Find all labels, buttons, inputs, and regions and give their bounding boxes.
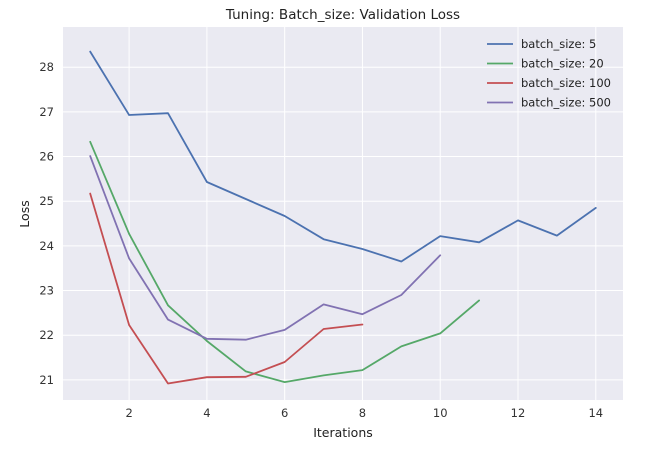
grid [63,27,623,400]
series-layer [89,50,597,385]
x-tick-label: 6 [281,406,288,420]
legend: batch_size: 5 batch_size: 20 batch_size: 1… [487,37,611,110]
plot-background [63,27,623,400]
y-tick-label: 22 [39,328,54,342]
series-line [89,155,442,341]
legend-entry-label: batch_size: 100 [521,76,611,90]
y-tick-label: 27 [39,105,54,119]
y-tick-label: 23 [39,284,54,298]
chart-title: Tuning: Batch_size: Validation Loss [225,7,460,23]
x-tick-label: 2 [125,406,132,420]
y-tick-label: 25 [39,194,54,208]
legend-entry-label: batch_size: 20 [521,57,604,71]
series-line [89,50,597,263]
y-tick-label: 21 [39,373,54,387]
y-tick-label: 26 [39,150,54,164]
series-line [89,192,364,385]
y-tick-label: 24 [39,239,54,253]
x-tick-label: 10 [433,406,448,420]
x-tick-label: 8 [359,406,366,420]
legend-entry-label: batch_size: 5 [521,37,596,51]
x-axis-ticks: 2 4 6 8 10 12 14 [125,406,603,420]
series-line [89,140,481,384]
y-axis-ticks: 21 22 23 24 25 26 27 28 [39,60,54,387]
x-tick-label: 12 [511,406,526,420]
x-axis-label: Iterations [313,425,373,440]
x-tick-label: 14 [588,406,603,420]
y-axis-label: Loss [17,200,32,227]
x-tick-label: 4 [203,406,210,420]
legend-entry-label: batch_size: 500 [521,96,611,110]
y-tick-label: 28 [39,60,54,74]
